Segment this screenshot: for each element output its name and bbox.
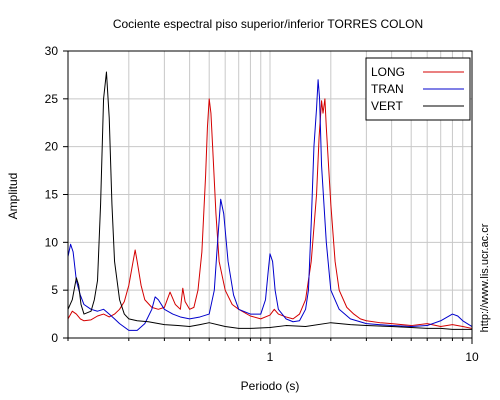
- y-tick-label: 20: [45, 140, 59, 154]
- source-credit: http://www.lis.ucr.ac.cr: [479, 223, 491, 332]
- y-tick-label: 25: [45, 92, 59, 106]
- y-tick-label: 5: [51, 283, 58, 297]
- series-lines: [67, 71, 473, 331]
- legend-label-tran: TRAN: [371, 82, 404, 96]
- x-axis-title: Periodo (s): [241, 379, 300, 393]
- x-tick-label: 1: [267, 350, 274, 364]
- chart-title: Cociente espectral piso superior/inferio…: [113, 17, 423, 31]
- series-line-long: [67, 98, 473, 329]
- y-tick-label: 30: [45, 44, 59, 58]
- y-axis-title: Amplitud: [6, 173, 20, 220]
- legend-label-vert: VERT: [371, 99, 403, 113]
- legend: LONG TRAN VERT: [365, 57, 471, 121]
- x-tick-label: 10: [465, 350, 479, 364]
- legend-label-long: LONG: [371, 65, 405, 79]
- y-tick-label: 15: [45, 188, 59, 202]
- series-line-tran: [67, 79, 473, 331]
- y-tick-label: 10: [45, 235, 59, 249]
- y-tick-label: 0: [51, 331, 58, 345]
- axis-ticks: 0 5 10 15 20 25 30 1 10: [45, 44, 479, 364]
- series-line-vert: [67, 71, 472, 330]
